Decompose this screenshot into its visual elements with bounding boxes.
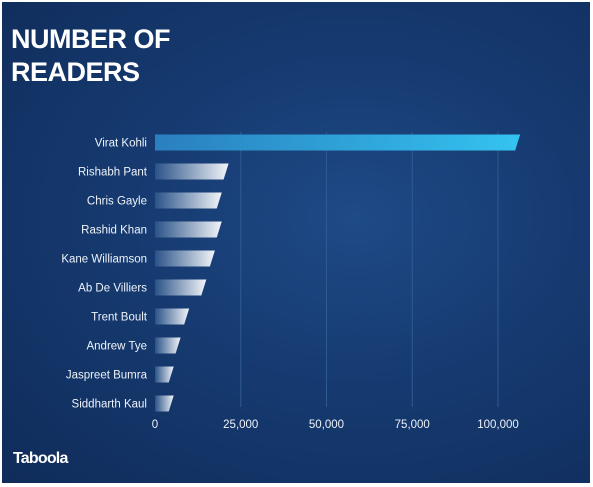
x-axis-ticks: 0 25,000 50,000 75,000 100,000 [152, 419, 519, 431]
bar [155, 337, 181, 354]
bar [155, 395, 174, 412]
bar [155, 250, 215, 267]
category-label: Siddharth Kaul [72, 399, 147, 411]
x-tick-label: 0 [152, 419, 158, 431]
category-label: Virat Kohli [95, 138, 147, 150]
x-tick-label: 75,000 [395, 419, 430, 431]
category-label: Rashid Khan [81, 225, 147, 237]
bar [155, 366, 174, 383]
infographic-panel: NUMBER OF READERS Virat Kohli Rishabh Pan… [2, 2, 590, 483]
taboola-logo: Taboola [13, 450, 68, 467]
category-label: Rishabh Pant [78, 167, 148, 179]
category-labels: Virat Kohli Rishabh Pant Chris Gayle Rashid… [61, 138, 147, 411]
chart-title: NUMBER OF READERS [11, 24, 171, 87]
bar-chart: Virat Kohli Rishabh Pant Chris Gayle Rashid… [61, 132, 521, 431]
category-label: Jaspreet Bumra [66, 370, 148, 382]
bar [155, 163, 229, 180]
bar [155, 134, 521, 151]
category-label: Andrew Tye [86, 341, 147, 353]
category-label: Ab De Villiers [78, 283, 147, 295]
category-label: Trent Boult [91, 312, 148, 324]
bar [155, 308, 190, 325]
x-tick-label: 25,000 [223, 419, 258, 431]
bars [155, 134, 521, 412]
bar [155, 192, 222, 209]
category-label: Kane Williamson [61, 254, 147, 266]
x-tick-label: 100,000 [477, 419, 519, 431]
gridlines [240, 132, 499, 407]
x-tick-label: 50,000 [309, 419, 344, 431]
bar [155, 279, 207, 296]
category-label: Chris Gayle [87, 196, 147, 208]
bar [155, 221, 222, 238]
